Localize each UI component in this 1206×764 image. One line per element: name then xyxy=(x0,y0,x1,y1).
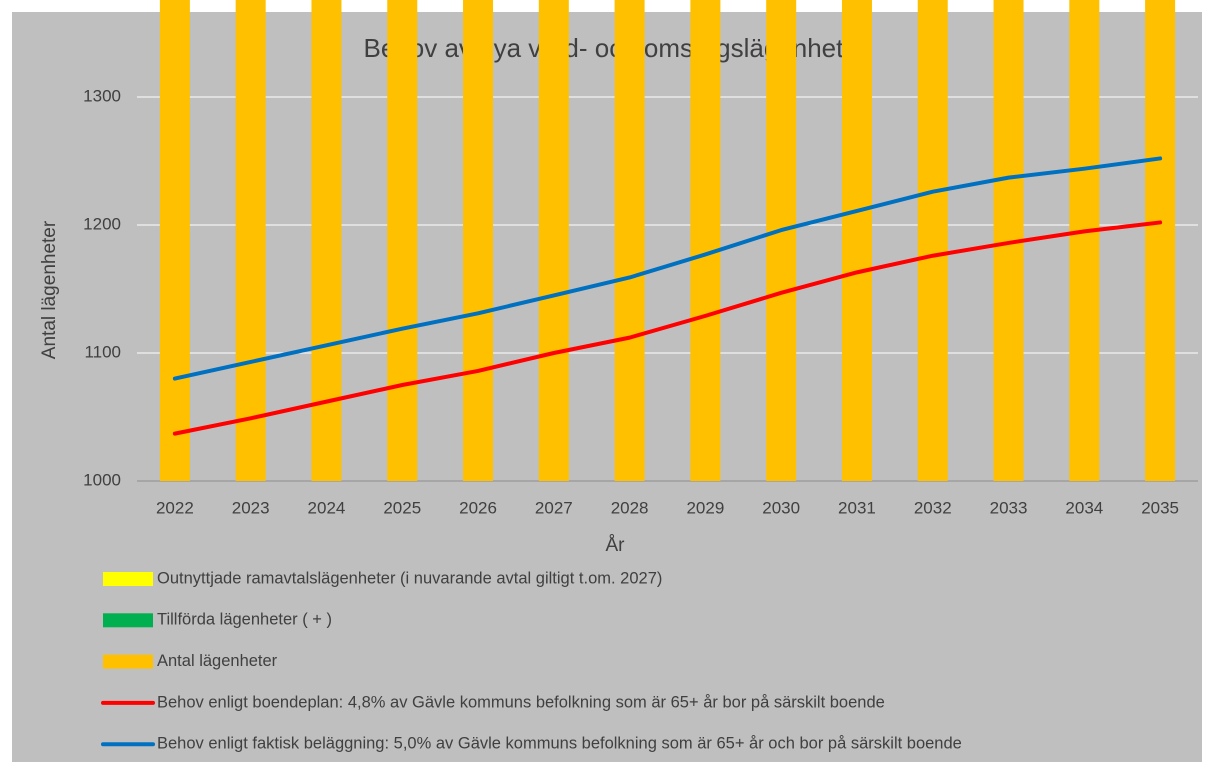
bar-segment xyxy=(463,0,494,481)
legend-label: Tillförda lägenheter ( + ) xyxy=(157,611,332,629)
bar-segment xyxy=(1145,0,1176,481)
bar-segment xyxy=(159,0,190,481)
x-tick-label: 2025 xyxy=(383,498,421,517)
legend-swatch xyxy=(103,572,153,586)
y-tick-label: 1000 xyxy=(83,470,121,489)
x-tick-label: 2027 xyxy=(535,498,573,517)
y-axis-label: Antal lägenheter xyxy=(39,220,60,359)
y-tick-label: 1300 xyxy=(83,86,121,105)
line-series xyxy=(172,220,1163,436)
x-tick-label: 2026 xyxy=(459,498,497,517)
x-tick-label: 2032 xyxy=(914,498,952,517)
x-tick-label: 2030 xyxy=(762,498,800,517)
x-tick-label: 2035 xyxy=(1141,498,1179,517)
legend-label: Outnyttjade ramavtalslägenheter (i nuvar… xyxy=(157,569,662,587)
legend-label: Behov enligt faktisk beläggning: 5,0% av… xyxy=(157,735,962,753)
bar-segment xyxy=(766,0,797,481)
bar-segment xyxy=(1069,0,1100,481)
x-tick-label: 2033 xyxy=(990,498,1028,517)
bar-segment xyxy=(690,0,721,481)
x-tick-label: 2034 xyxy=(1065,498,1103,517)
bar-segment xyxy=(917,0,948,481)
x-axis-label: År xyxy=(606,535,626,556)
x-tick-label: 2024 xyxy=(308,498,346,517)
line-series xyxy=(172,156,1163,381)
legend-label: Antal lägenheter xyxy=(157,652,278,670)
legend-swatch xyxy=(103,654,153,669)
legend-swatch xyxy=(103,613,153,628)
bar-segment xyxy=(538,0,569,481)
bar-segment xyxy=(387,0,418,481)
bar-segment xyxy=(614,0,645,481)
x-tick-label: 2028 xyxy=(611,498,649,517)
bar-segment xyxy=(235,0,266,481)
y-tick-label: 1100 xyxy=(84,342,121,361)
legend-label: Behov enligt boendeplan: 4,8% av Gävle k… xyxy=(157,693,885,711)
x-tick-label: 2022 xyxy=(156,498,194,517)
x-tick-label: 2029 xyxy=(686,498,724,517)
x-tick-label: 2031 xyxy=(838,498,876,517)
bar-segment xyxy=(311,0,342,481)
bar-segment xyxy=(841,0,872,481)
x-tick-label: 2023 xyxy=(232,498,270,517)
y-tick-label: 1200 xyxy=(83,214,121,233)
